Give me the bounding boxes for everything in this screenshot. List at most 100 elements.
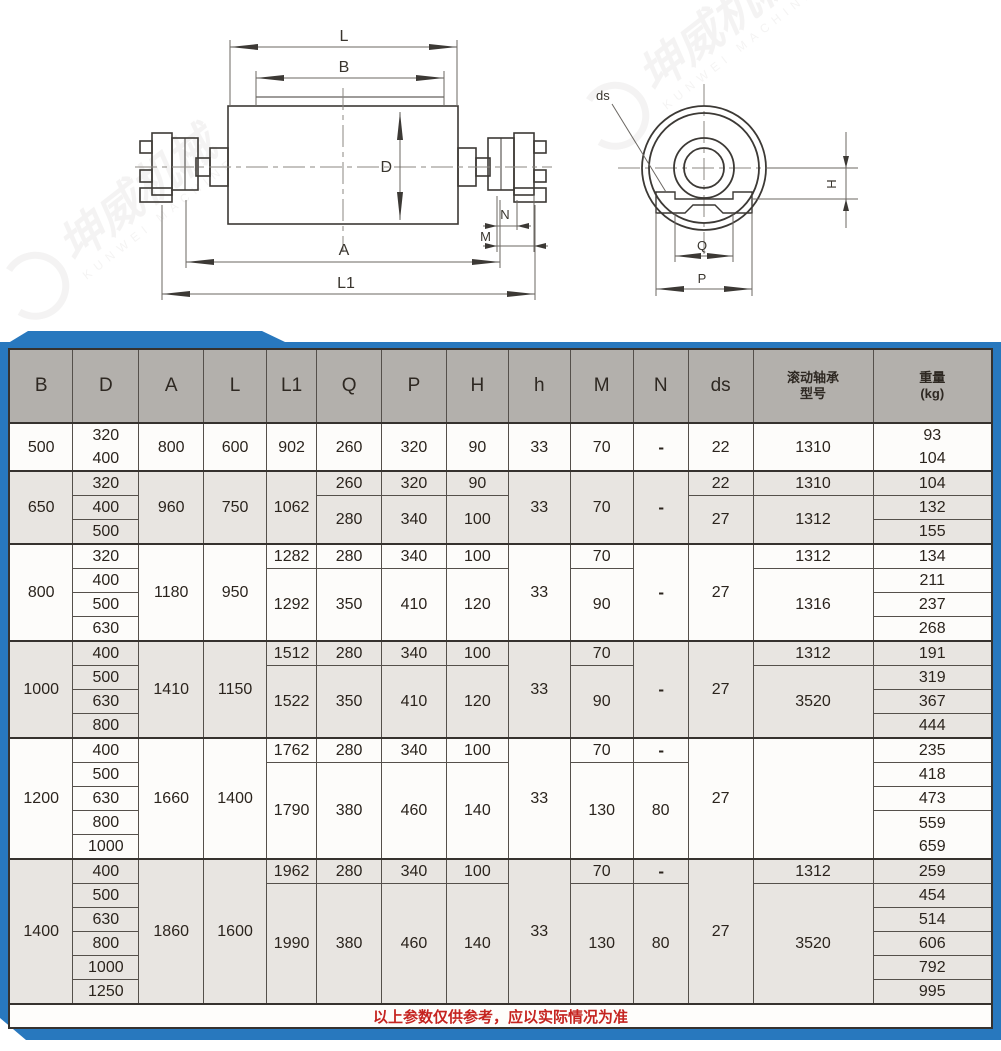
cell-wt: 367 [872, 689, 993, 714]
cell-M: 70 [569, 858, 634, 884]
cell-D: 800 [72, 713, 140, 739]
cell-L: 1400 [203, 737, 268, 860]
cell-D: 400 [72, 495, 140, 520]
cell-H: 120 [445, 568, 509, 642]
cell-M: 90 [569, 568, 634, 642]
cell-wt: 134 [872, 543, 993, 569]
cell-D: 630 [72, 616, 140, 642]
cell-Q: 350 [316, 665, 383, 739]
cell-N: - [632, 640, 689, 739]
cell-wt: 191 [872, 640, 993, 666]
cell-Q: 280 [316, 737, 383, 763]
col-header-9: M [569, 348, 634, 424]
cell-H: 120 [445, 665, 509, 739]
cell-L1: 1292 [266, 568, 318, 642]
cell-wt: 473 [872, 786, 993, 811]
cell-wt: 237 [872, 592, 993, 617]
cell-M: 70 [569, 470, 634, 545]
cell-P: 340 [381, 737, 447, 763]
cell-D: 1250 [72, 979, 140, 1005]
dim-label-B: B [339, 59, 350, 76]
col-header-3: L [203, 348, 268, 424]
cell-N: - [632, 470, 689, 545]
cell-Q: 280 [316, 858, 383, 884]
dim-label-L: L [340, 28, 349, 45]
cell-D: 500 [72, 519, 140, 545]
cell-H: 90 [445, 422, 509, 472]
cell-M: 70 [569, 737, 634, 763]
dim-label-L1: L1 [337, 275, 355, 292]
cell-P: 320 [381, 422, 447, 472]
dimension-lines [161, 40, 548, 300]
cell-D: 320 400 [72, 422, 140, 472]
cell-Q: 380 [316, 883, 383, 1005]
cell-A: 1660 [138, 737, 205, 860]
footer-note-row: 以上参数仅供参考，应以实际情况为准 [8, 1003, 993, 1029]
cell-L: 750 [203, 470, 268, 545]
cell-N: 80 [632, 762, 689, 860]
cell-P: 340 [381, 640, 447, 666]
cell-wt: 454 [872, 883, 993, 908]
table-row: 800 320 1180 950 1282 280 340 100 33 70-27 1312 134 [8, 543, 993, 642]
cell-wt: 444 [872, 713, 993, 739]
table-row: 1400 400 1860 1600 1962 280 340 100 33 70-27 1312 2… [8, 858, 993, 1005]
cell-D: 500 [72, 762, 140, 787]
cell-Q: 350 [316, 568, 383, 642]
cell-L: 1150 [203, 640, 268, 739]
cell-L1: 1962 [266, 858, 318, 884]
cell-Q: 280 [316, 495, 383, 545]
cell-D: 400 [72, 858, 140, 884]
cell-wt: 155 [872, 519, 993, 545]
spec-table-body: 500 320 400 800 600 902 260 320 90 33 70-22 1310 93… [8, 422, 993, 1005]
cell-A: 1180 [138, 543, 205, 642]
cell-M: 70 [569, 543, 634, 569]
cell-L1: 1062 [266, 470, 318, 545]
cell-H: 100 [445, 640, 509, 666]
cell-L: 600 [203, 422, 268, 472]
cell-wt: 132 [872, 495, 993, 520]
cell-L1: 1762 [266, 737, 318, 763]
cell-brg [752, 737, 874, 860]
cell-wt: 211 [872, 568, 993, 593]
cell-D: 500 [72, 592, 140, 617]
col-header-5: Q [316, 348, 383, 424]
cell-D: 800 [72, 931, 140, 956]
cell-D: 320 [72, 543, 140, 569]
cell-M: 70 [569, 422, 634, 472]
cell-A: 1410 [138, 640, 205, 739]
cell-ds: 27 [687, 737, 754, 860]
cell-H: 140 [445, 762, 509, 860]
cell-A: 960 [138, 470, 205, 545]
cell-N: - [632, 858, 689, 884]
cell-H: 100 [445, 737, 509, 763]
cell-P: 340 [381, 495, 447, 545]
cell-L1: 1522 [266, 665, 318, 739]
cell-brg: 1312 [752, 495, 874, 545]
dim-label-D: D [380, 159, 392, 176]
cell-brg: 3520 [752, 883, 874, 1005]
cell-wt: 268 [872, 616, 993, 642]
cell-B: 1000 [8, 640, 74, 739]
cell-ds: 27 [687, 495, 754, 545]
dim-label-M: M [480, 229, 491, 244]
cell-h: 33 [507, 737, 571, 860]
col-header-0: B [8, 348, 74, 424]
cell-M: 90 [569, 665, 634, 739]
cell-wt: 606 [872, 931, 993, 956]
cell-H: 100 [445, 858, 509, 884]
cell-N: - [632, 737, 689, 763]
col-header-11: ds [687, 348, 754, 424]
cell-B: 650 [8, 470, 74, 545]
col-header-12: 滚动轴承 型号 [752, 348, 874, 424]
cell-N: - [632, 543, 689, 642]
cell-P: 320 [381, 470, 447, 496]
cell-h: 33 [507, 422, 571, 472]
cell-P: 460 [381, 883, 447, 1005]
cell-B: 500 [8, 422, 74, 472]
cell-D: 500 [72, 665, 140, 690]
table-row: 1200 400 1660 1400 1762 280 340 100 33 70-27 235 [8, 737, 993, 860]
cell-wt: 235 [872, 737, 993, 763]
